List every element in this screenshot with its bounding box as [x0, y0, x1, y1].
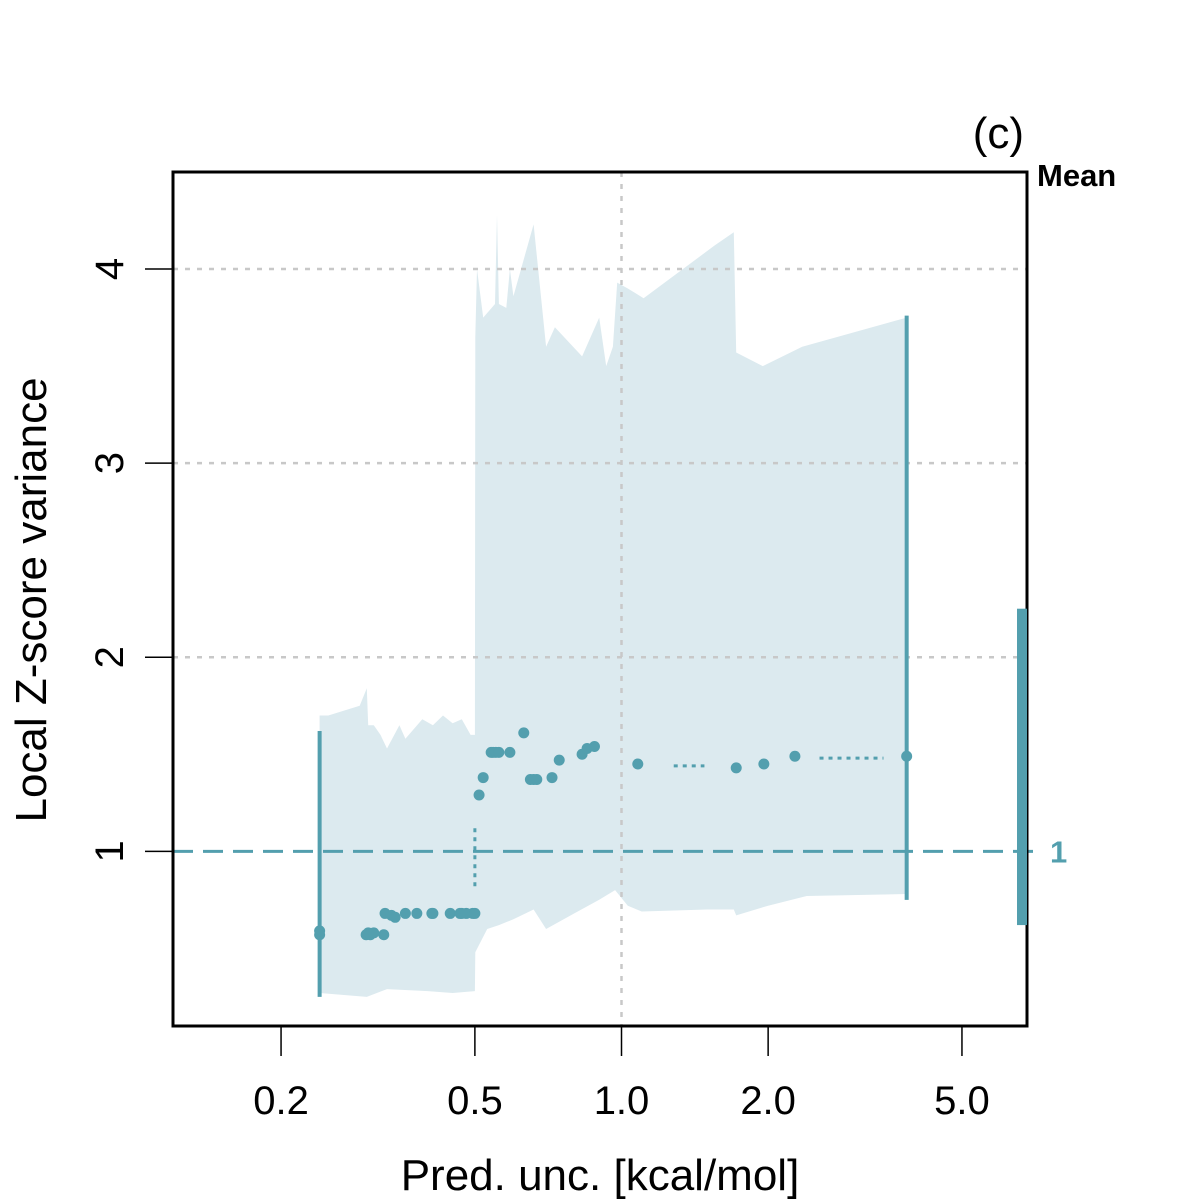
y-tick-label: 1 [88, 840, 132, 862]
confidence-band [319, 214, 907, 997]
data-point [389, 911, 401, 923]
mean-panel-title: Mean [1037, 158, 1116, 193]
data-point [730, 762, 742, 774]
x-tick-label: 1.0 [594, 1079, 650, 1123]
data-point [758, 758, 770, 770]
grid-layer [173, 172, 1027, 1026]
data-point [546, 772, 558, 784]
data-point [789, 750, 801, 762]
data-point [368, 927, 380, 939]
y-tick-label: 4 [88, 258, 132, 280]
data-points-layer [314, 727, 913, 941]
data-point [553, 754, 565, 766]
mean-panel-layer [1017, 608, 1027, 926]
confidence-band-layer [319, 214, 907, 997]
x-tick-label: 5.0 [934, 1079, 990, 1123]
data-point [469, 907, 481, 919]
x-tick-label: 0.2 [253, 1079, 309, 1123]
data-point [314, 925, 326, 937]
data-point [473, 789, 485, 801]
axis-ticks-layer: 0.2 0.5 1.0 2.0 5.0 1 2 3 4 [88, 258, 990, 1123]
data-point [901, 750, 913, 762]
data-point [518, 727, 530, 739]
y-tick-label: 3 [88, 452, 132, 474]
data-point [444, 907, 456, 919]
y-axis-title: Local Z-score variance [7, 377, 56, 822]
panel-label: (c) [973, 109, 1024, 158]
mean-interval-bar [1017, 608, 1027, 926]
data-point [632, 758, 644, 770]
data-point [411, 907, 423, 919]
reference-line-label: 1 [1050, 834, 1067, 869]
data-point [477, 772, 489, 784]
reference-line-layer: 1 [173, 834, 1067, 869]
x-axis-title: Pred. unc. [kcal/mol] [401, 1151, 800, 1200]
data-point [493, 746, 505, 758]
error-bar-layer [317, 315, 909, 997]
x-tick-label: 0.5 [447, 1079, 503, 1123]
data-point [588, 741, 600, 753]
data-point [427, 907, 439, 919]
x-tick-label: 2.0 [740, 1079, 796, 1123]
data-point [504, 746, 516, 758]
y-tick-label: 2 [88, 646, 132, 668]
dotted-segment-layer [473, 756, 884, 887]
data-point [399, 907, 411, 919]
plot-frame [171, 170, 1029, 1028]
data-point [378, 929, 390, 941]
data-point [531, 774, 543, 786]
